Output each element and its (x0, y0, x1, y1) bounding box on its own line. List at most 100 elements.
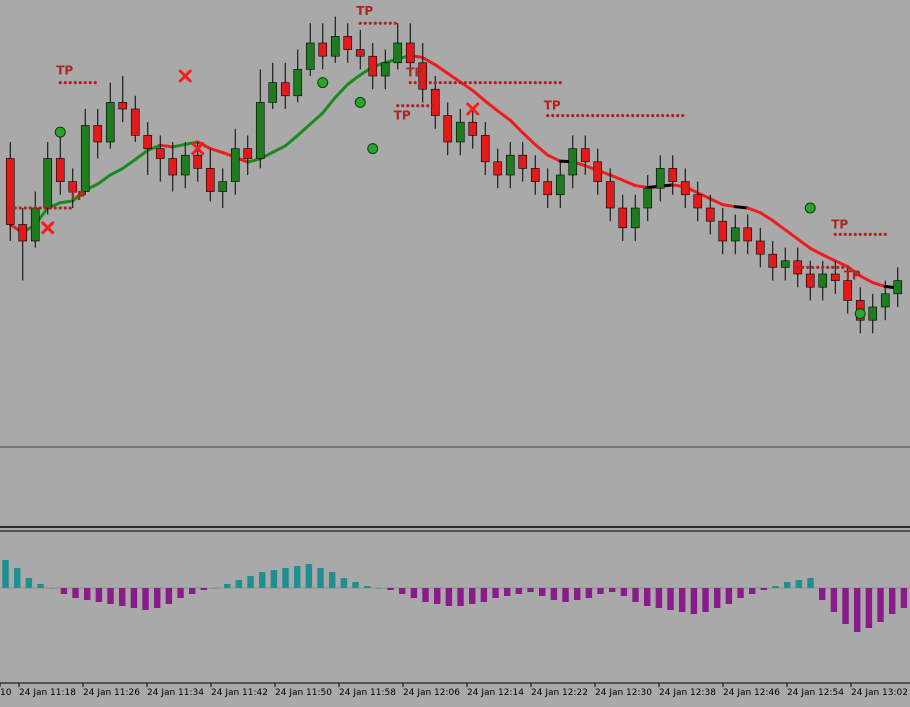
tp-dot (388, 21, 392, 25)
candle (105, 102, 115, 143)
histogram-bar (340, 578, 348, 588)
tp-dot (838, 232, 842, 236)
histogram-panel (0, 560, 910, 632)
tp-dot (68, 206, 72, 210)
tp-dot (428, 81, 432, 85)
candle (605, 181, 615, 209)
candle (18, 224, 28, 242)
ma-line-segment (321, 95, 337, 115)
histogram-bar (364, 586, 371, 588)
histogram-bar (189, 588, 196, 594)
tp-dot (863, 232, 867, 236)
tp-dot (621, 114, 625, 118)
tp-dot (576, 114, 580, 118)
tp-dot (68, 81, 72, 85)
tp-label: TP (69, 189, 86, 203)
tp-dot (656, 114, 660, 118)
tp-dot (418, 81, 422, 85)
ma-line-segment (546, 153, 562, 163)
tp-dot (868, 232, 872, 236)
ma-line-segment (246, 157, 262, 164)
candle (680, 181, 690, 196)
tp-dot (843, 232, 847, 236)
tp-dot (8, 206, 12, 210)
ma-line-segment (283, 133, 300, 148)
histogram-bar (702, 588, 709, 612)
candle (555, 174, 565, 196)
candle (718, 220, 728, 242)
ma-line-segment (496, 109, 512, 122)
ma-line-segment (58, 199, 75, 205)
candle (393, 42, 403, 64)
x-tick-label: 24 Jan 11:42 (211, 688, 268, 698)
tp-dot (458, 81, 462, 85)
tp-dot (378, 21, 382, 25)
x-tick-label: 24 Jan 12:30 (595, 688, 652, 698)
candle (805, 273, 815, 288)
tp-dot (636, 114, 640, 118)
tp-label: TP (394, 109, 411, 123)
candle (68, 181, 78, 192)
ma-line-segment (708, 197, 725, 207)
tp-dot (821, 265, 825, 269)
candle (280, 82, 290, 97)
tp-dot (831, 265, 835, 269)
histogram-bar (2, 560, 9, 588)
tp-dot (601, 114, 605, 118)
histogram-bar (434, 588, 441, 604)
ma-line-segment (271, 144, 287, 154)
tp-dot (546, 114, 550, 118)
x-tick-label: 24 Jan 11:34 (147, 688, 204, 698)
candle (843, 280, 853, 301)
tp-dot (63, 206, 67, 210)
candle (668, 168, 678, 182)
tp-dot (28, 206, 32, 210)
candle (30, 207, 40, 242)
ma-line-segment (196, 140, 212, 151)
ma-line-segment (521, 131, 537, 147)
candle (180, 154, 190, 176)
ma-line-segment (633, 184, 650, 190)
x-axis: 10 24 Jan 11:18 24 Jan 11:26 24 Jan 11:34 24… (0, 683, 908, 698)
ma-line-segment (333, 82, 350, 99)
x-tick-label: 24 Jan 11:18 (19, 688, 76, 698)
x-tick-label: 24 Jan 12:54 (787, 688, 844, 698)
signal-circle-icon (54, 126, 66, 138)
histogram-bar (830, 588, 838, 612)
candle (43, 158, 53, 209)
x-tick-label: 24 Jan 12:22 (531, 688, 588, 698)
tp-dot (83, 81, 87, 85)
histogram-bar (72, 588, 79, 598)
tp-dot (841, 265, 845, 269)
candle (568, 148, 578, 176)
tp-dot (43, 206, 47, 210)
tp-dot (796, 265, 800, 269)
tp-dot (33, 206, 37, 210)
tp-dot (551, 114, 555, 118)
tp-dot (13, 206, 17, 210)
tp-dot (58, 81, 62, 85)
histogram-bar (737, 588, 744, 598)
histogram-bar (457, 588, 464, 606)
ma-line-segment (471, 89, 487, 103)
histogram-bar (854, 588, 861, 632)
tp-dot (528, 81, 532, 85)
tp-dot (438, 81, 442, 85)
tp-dot (463, 81, 467, 85)
tp-dot (811, 265, 815, 269)
candle (893, 280, 903, 295)
tp-dot (548, 81, 552, 85)
ma-line-segment (121, 157, 137, 170)
tp-dot (363, 21, 367, 25)
candle (318, 42, 328, 57)
tp-dot (611, 114, 615, 118)
histogram-bar (352, 582, 359, 588)
ma-line-segment (871, 281, 887, 289)
tp-dot (468, 81, 472, 85)
histogram-bar (865, 588, 873, 628)
candle (293, 69, 303, 97)
ma-line-segment (171, 142, 187, 149)
candle (80, 125, 90, 192)
histogram-bar (130, 588, 138, 608)
candle (380, 62, 390, 77)
